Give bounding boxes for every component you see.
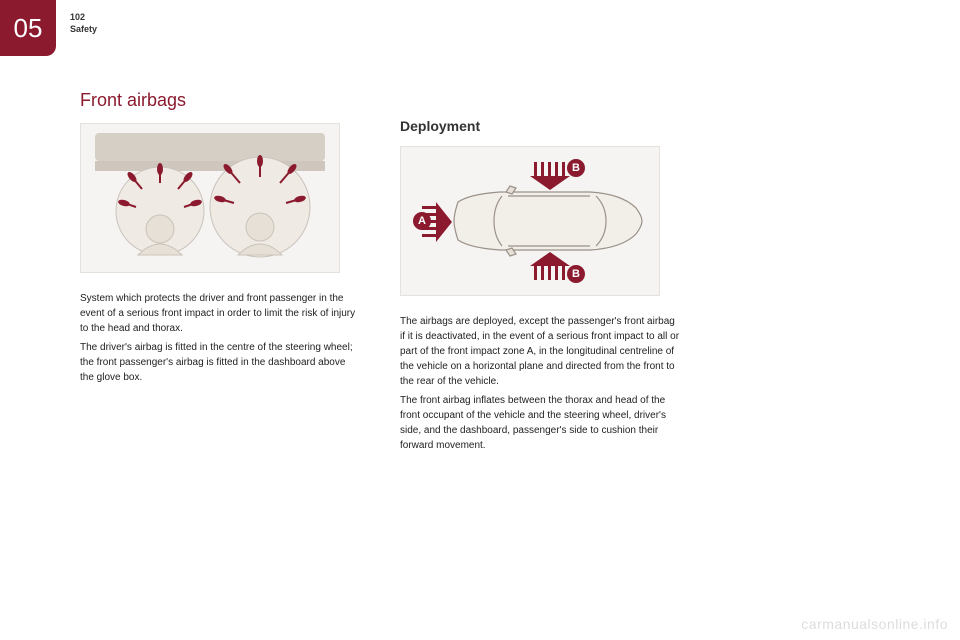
front-airbags-title: Front airbags xyxy=(80,90,360,111)
section-name: Safety xyxy=(70,24,97,36)
label-b-top: B xyxy=(572,162,580,174)
page-number: 102 xyxy=(70,12,97,24)
deployment-title: Deployment xyxy=(400,118,680,134)
left-para-2: The driver's airbag is fitted in the cen… xyxy=(80,340,360,385)
right-column: Deployment xyxy=(400,90,680,457)
label-a: A xyxy=(418,215,426,227)
watermark: carmanualsonline.info xyxy=(801,616,948,632)
left-column-text: System which protects the driver and fro… xyxy=(80,291,360,385)
chapter-badge: 05 xyxy=(0,0,56,56)
right-para-2: The front airbag inflates between the th… xyxy=(400,393,680,453)
left-column: Front airbags xyxy=(80,90,360,457)
deployment-illustration: A B B xyxy=(400,146,660,296)
front-airbags-illustration xyxy=(80,123,340,273)
right-column-text: The airbags are deployed, except the pas… xyxy=(400,314,680,453)
right-para-1: The airbags are deployed, except the pas… xyxy=(400,314,680,389)
left-para-1: System which protects the driver and fro… xyxy=(80,291,360,336)
page-info: 102 Safety xyxy=(70,12,97,35)
label-b-bottom: B xyxy=(572,268,580,280)
content-area: Front airbags xyxy=(80,90,920,457)
chapter-number: 05 xyxy=(14,13,43,44)
